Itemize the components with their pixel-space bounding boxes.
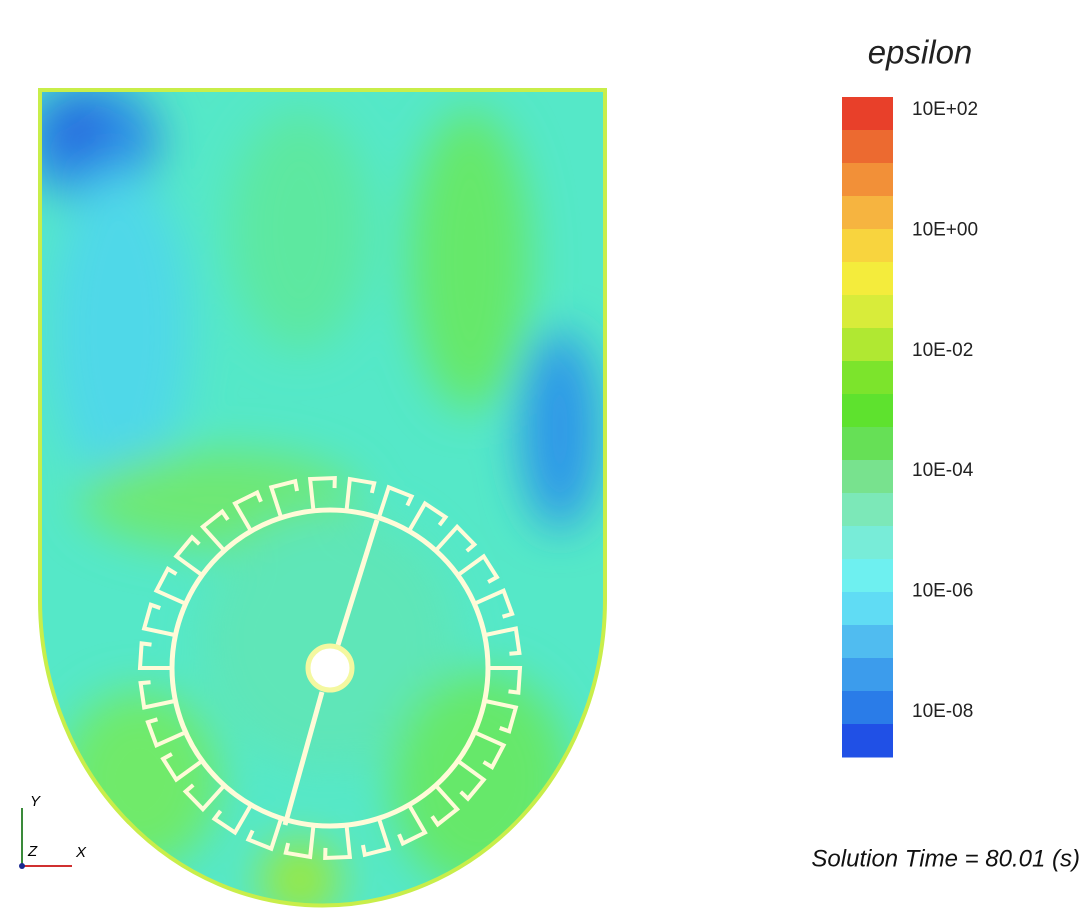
bucket [138,680,174,710]
bucket [360,819,392,858]
colorbar-swatch [842,559,893,593]
bucket [137,641,170,670]
bucket [182,783,225,813]
colorbar-swatch [842,196,893,230]
colorbar-swatch [842,394,893,428]
colorbar-swatch [842,361,893,395]
bucket [283,826,316,860]
bucket [475,588,515,619]
colorbar-swatch [842,295,893,329]
colorbar-swatch [842,592,893,626]
colorbar-swatch [842,97,893,131]
colorbar-label: 10E+02 [912,99,978,120]
colorbar-label: 10E-06 [912,581,973,602]
contour-field [40,90,605,906]
axes-triad: Y Z X [19,793,87,869]
bucket [160,752,202,783]
colorbar-swatch [842,328,893,362]
bucket [245,819,283,852]
bucket [199,508,230,551]
bucket [232,489,263,531]
bucket [153,566,185,605]
bucket [141,602,174,637]
bucket [145,717,185,748]
bucket [458,553,500,584]
bucket [307,475,337,510]
colorbar-swatch [842,493,893,527]
colorbar-swatch [842,229,893,263]
bucket [430,785,461,828]
bucket [490,666,523,695]
colorbar-label: 10E-02 [912,340,973,361]
colorbar-swatch [842,658,893,692]
colorbar-swatch [842,724,893,758]
colorbar-swatch [842,427,893,461]
colorbar-label: 10E-08 [912,701,973,722]
bucket [268,478,300,517]
bucket [397,805,428,847]
colorbar-swatch [842,130,893,164]
solution-time: Solution Time = 80.01 (s) [811,845,1080,872]
colorbar-label: 10E+00 [912,219,978,240]
colorbar [842,97,893,758]
domain-outline [38,88,607,908]
bucket [323,826,353,861]
rotor [137,475,523,861]
bucket [486,699,519,734]
colorbar-swatch [842,262,893,296]
bucket [211,805,252,836]
axis-x: X [75,844,87,861]
bucket [408,500,449,531]
bucket [458,760,487,802]
bucket [173,534,202,576]
bucket [486,626,522,656]
colorbar-swatch [842,691,893,725]
legend-title: epsilon [868,34,973,71]
bucket [344,476,377,510]
colorbar-swatch [842,460,893,494]
axis-z: Z [27,843,38,860]
colorbar-label: 10E-04 [912,460,974,481]
colorbar-swatch [842,625,893,659]
colorbar-swatch [842,526,893,560]
colorbar-swatch [842,163,893,197]
bucket [377,484,415,517]
bucket [435,523,478,553]
bucket [475,731,507,770]
axis-y: Y [30,793,41,810]
